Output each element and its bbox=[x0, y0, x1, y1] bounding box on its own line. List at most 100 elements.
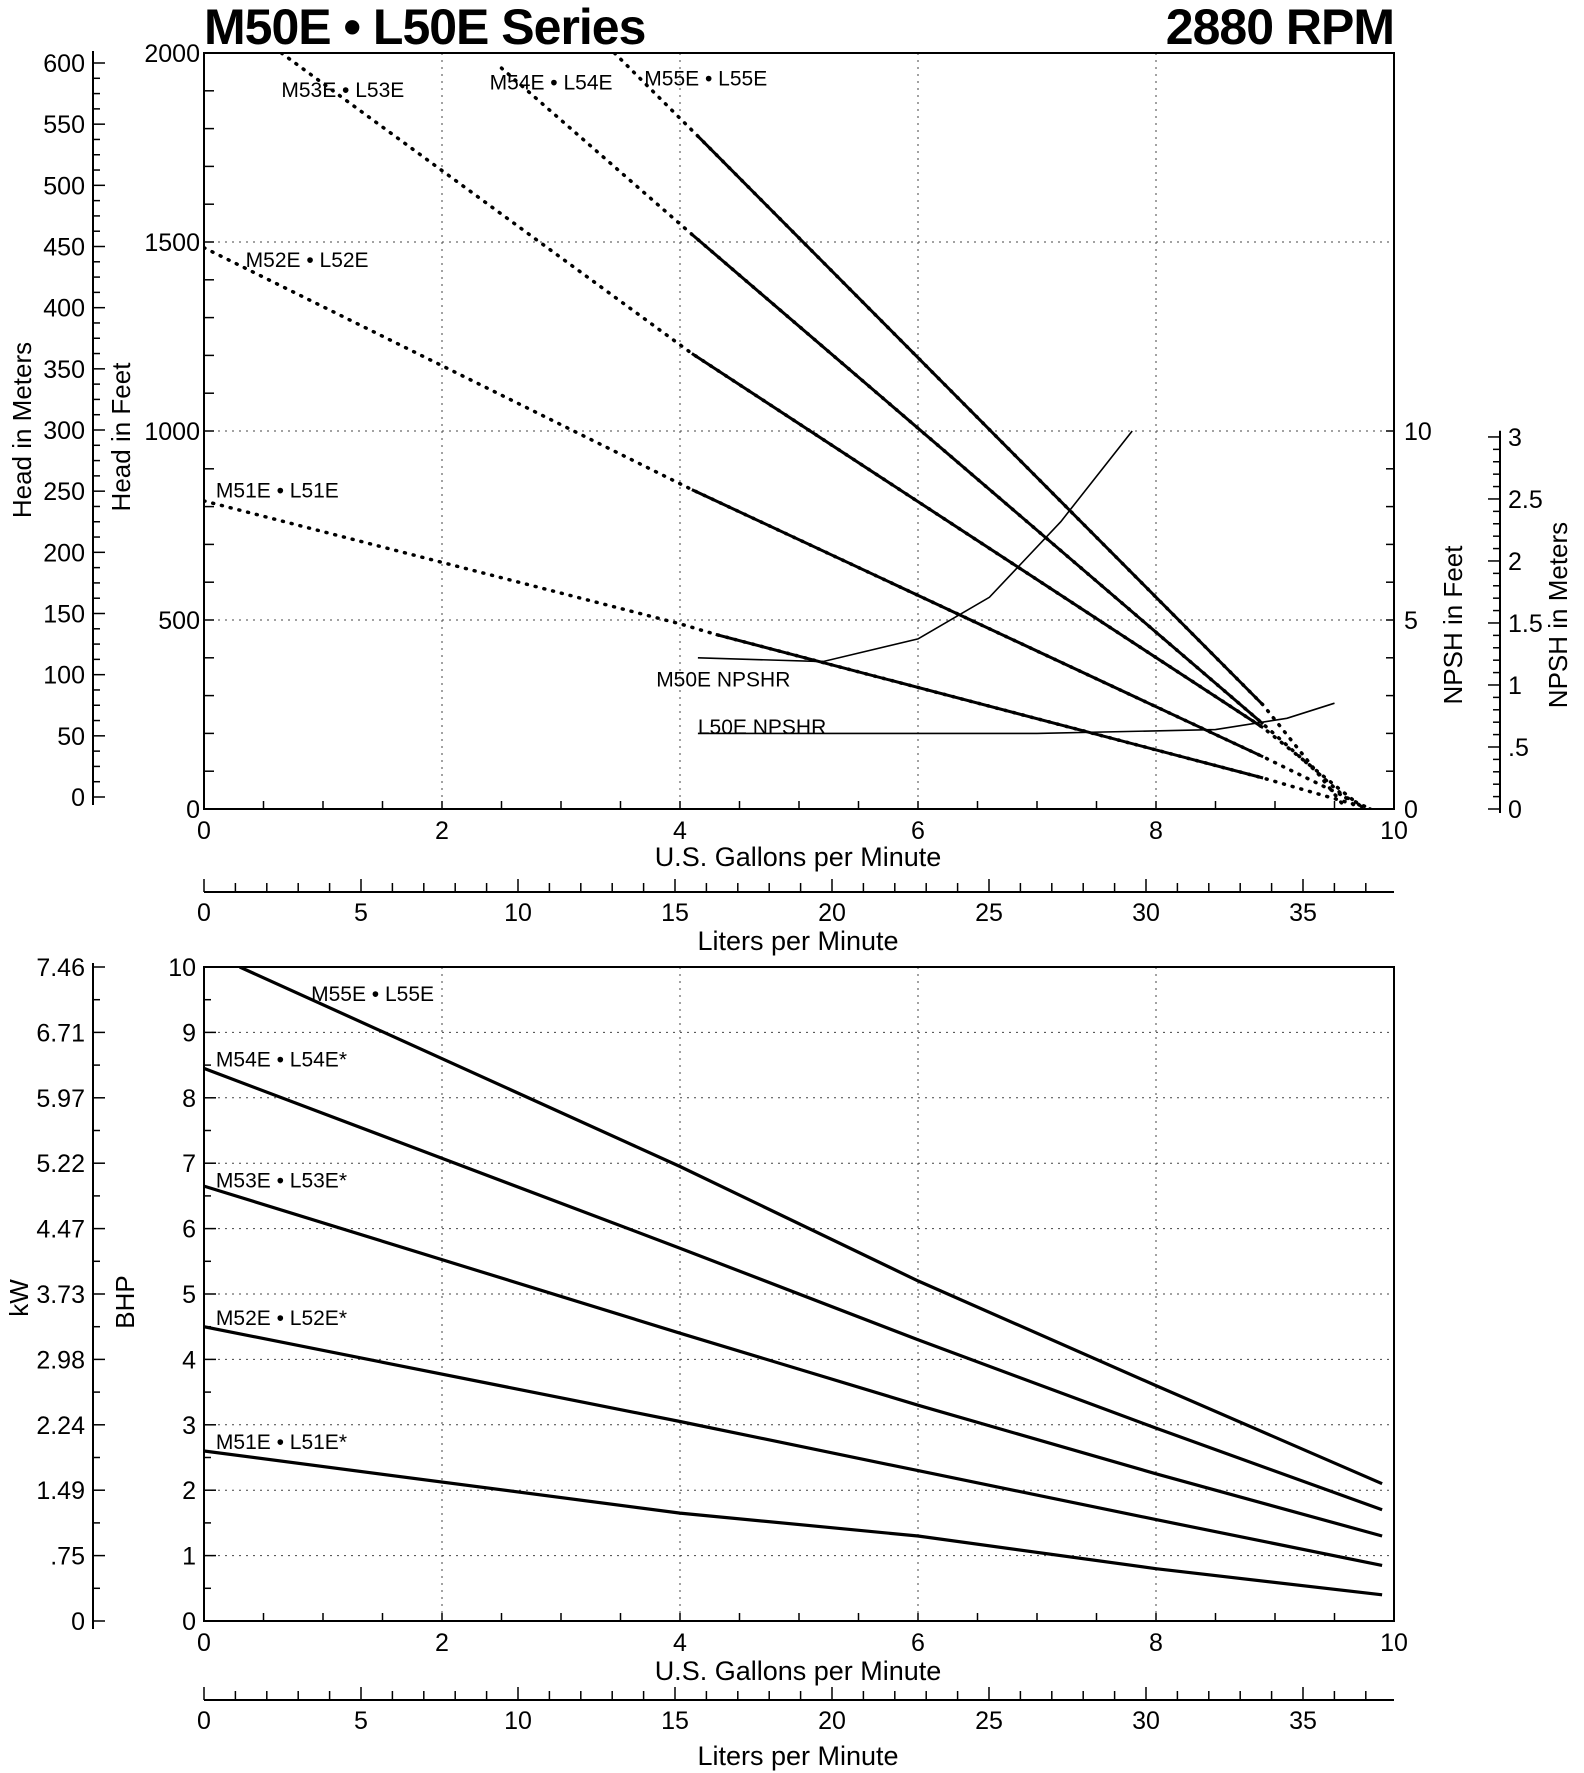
kw-tick-label: 5.22 bbox=[36, 1150, 85, 1178]
y-tick-label: 2000 bbox=[144, 40, 200, 68]
y-tick-label: 1500 bbox=[144, 229, 200, 257]
kw-tick-label: 1.49 bbox=[36, 1477, 85, 1505]
meters-tick-label: 250 bbox=[43, 478, 85, 506]
lpm-tick-label: 0 bbox=[197, 1707, 211, 1735]
lpm-tick-label: 15 bbox=[661, 899, 689, 927]
y-tick-label: 9 bbox=[182, 1019, 196, 1047]
meters-tick-label: 150 bbox=[43, 601, 85, 629]
meters-tick-label: 200 bbox=[43, 539, 85, 567]
lpm-tick-label: 20 bbox=[818, 1707, 846, 1735]
meters-tick-label: 300 bbox=[43, 417, 85, 445]
head-curve-m51e-l51e-dotted bbox=[204, 499, 1372, 809]
x-tick-label: 2 bbox=[435, 817, 449, 845]
kw-axis-label: kW bbox=[4, 1279, 34, 1317]
meters-tick-label: 550 bbox=[43, 111, 85, 139]
curve-label-m51e-l51e: M51E • L51E bbox=[216, 480, 339, 503]
npsh-m-tick-label: .5 bbox=[1508, 734, 1529, 762]
curve-label-m52e-l52e: M52E • L52E* bbox=[216, 1307, 347, 1330]
npsh-m-axis-label: NPSH in Meters bbox=[1543, 522, 1573, 708]
curve-label-m52e-l52e: M52E • L52E bbox=[246, 249, 369, 272]
x-tick-label: 0 bbox=[197, 817, 211, 845]
curve-label-l50e-npshr: L50E NPSHR bbox=[698, 716, 826, 739]
curve-label-m53e-l53e: M53E • L53E bbox=[281, 79, 404, 102]
lpm-tick-label: 25 bbox=[975, 899, 1003, 927]
curve-label-m55e-l55e: M55E • L55E bbox=[311, 983, 434, 1006]
lpm-tick-label: 35 bbox=[1289, 899, 1317, 927]
meters-tick-label: 600 bbox=[43, 50, 85, 78]
npsh-ft-axis-label: NPSH in Feet bbox=[1438, 545, 1468, 705]
npsh-m-tick-label: 1.5 bbox=[1508, 610, 1543, 638]
chart-title: M50E • L50E Series bbox=[204, 0, 646, 55]
meters-tick-label: 100 bbox=[43, 662, 85, 690]
curve-label-m50e-npshr: M50E NPSHR bbox=[656, 669, 790, 692]
y-tick-label: 1000 bbox=[144, 418, 200, 446]
meters-tick-label: 450 bbox=[43, 234, 85, 262]
y-tick-label: 1 bbox=[182, 1543, 196, 1571]
bhp-curve-m51e-l51e bbox=[204, 1449, 1383, 1597]
npsh-m-tick-label: 2 bbox=[1508, 548, 1522, 576]
lpm-tick-label: 35 bbox=[1289, 1707, 1317, 1735]
lpm-tick-label: 30 bbox=[1132, 899, 1160, 927]
y-tick-label: 5 bbox=[182, 1281, 196, 1309]
x-tick-label: 8 bbox=[1149, 1629, 1163, 1657]
feet-axis-label: Head in Feet bbox=[106, 362, 136, 512]
x-tick-label: 10 bbox=[1380, 1629, 1408, 1657]
npsh-ft-tick-label: 10 bbox=[1404, 418, 1432, 446]
x-tick-label: 4 bbox=[673, 1629, 687, 1657]
npsh-ft-tick-label: 5 bbox=[1404, 607, 1418, 635]
npsh-m-tick-label: 1 bbox=[1508, 672, 1522, 700]
meters-tick-label: 50 bbox=[57, 723, 85, 751]
y-tick-label: 500 bbox=[158, 607, 200, 635]
x-tick-label: 6 bbox=[911, 817, 925, 845]
curve-label-m53e-l53e: M53E • L53E* bbox=[216, 1170, 347, 1193]
bhp-axis-label: BHP bbox=[110, 1275, 140, 1328]
curve-label-m54e-l54e: M54E • L54E bbox=[490, 71, 613, 94]
meters-tick-label: 400 bbox=[43, 295, 85, 323]
bhp-curve-m54e-l54e bbox=[204, 1066, 1383, 1512]
meters-tick-label: 350 bbox=[43, 356, 85, 384]
meters-tick-label: 500 bbox=[43, 172, 85, 200]
lpm-tick-label: 5 bbox=[354, 899, 368, 927]
y-tick-label: 4 bbox=[182, 1346, 196, 1374]
lpm-tick-label: 30 bbox=[1132, 1707, 1160, 1735]
x-tick-label: 0 bbox=[197, 1629, 211, 1657]
head-curve-m52e-l52e-dotted bbox=[204, 245, 1372, 809]
kw-tick-label: 2.24 bbox=[36, 1412, 85, 1440]
head-curve-m53e-l53e-solid bbox=[691, 352, 1264, 729]
kw-tick-label: 2.98 bbox=[36, 1346, 85, 1374]
bhp-curve-m52e-l52e bbox=[204, 1325, 1383, 1567]
rpm-label: 2880 RPM bbox=[1165, 0, 1395, 55]
x-tick-label: 6 bbox=[911, 1629, 925, 1657]
head-curve-m55e-l55e-solid bbox=[696, 135, 1265, 707]
bhp-curve-m55e-l55e bbox=[239, 967, 1383, 1486]
npshr-curve-l50e-npshr bbox=[697, 702, 1335, 735]
x-axis-label: U.S. Gallons per Minute bbox=[655, 842, 942, 872]
x-tick-label: 8 bbox=[1149, 817, 1163, 845]
lpm-tick-label: 25 bbox=[975, 1707, 1003, 1735]
head-curve-m53e-l53e-dotted bbox=[279, 53, 1367, 809]
y-tick-label: 10 bbox=[168, 954, 196, 982]
y-tick-label: 7 bbox=[182, 1150, 196, 1178]
kw-tick-label: 0 bbox=[71, 1608, 85, 1636]
kw-tick-label: 6.71 bbox=[36, 1019, 85, 1047]
kw-tick-label: 3.73 bbox=[36, 1281, 85, 1309]
head-curve-m52e-l52e-solid bbox=[691, 488, 1264, 759]
head-curve-m55e-l55e-dotted bbox=[612, 53, 1349, 809]
x-tick-label: 2 bbox=[435, 1629, 449, 1657]
lpm-tick-label: 20 bbox=[818, 899, 846, 927]
lpm-tick-label: 0 bbox=[197, 899, 211, 927]
lpm-tick-label: 5 bbox=[354, 1707, 368, 1735]
lpm-tick-label: 10 bbox=[504, 1707, 532, 1735]
lpm-tick-label: 15 bbox=[661, 1707, 689, 1735]
lpm-axis-label: Liters per Minute bbox=[697, 926, 898, 956]
lpm-tick-label: 10 bbox=[504, 899, 532, 927]
curve-label-m54e-l54e: M54E • L54E* bbox=[216, 1049, 347, 1072]
y-tick-label: 6 bbox=[182, 1216, 196, 1244]
kw-tick-label: 7.46 bbox=[36, 954, 85, 982]
x-tick-label: 10 bbox=[1380, 817, 1408, 845]
kw-tick-label: 4.47 bbox=[36, 1216, 85, 1244]
y-tick-label: 8 bbox=[182, 1085, 196, 1113]
